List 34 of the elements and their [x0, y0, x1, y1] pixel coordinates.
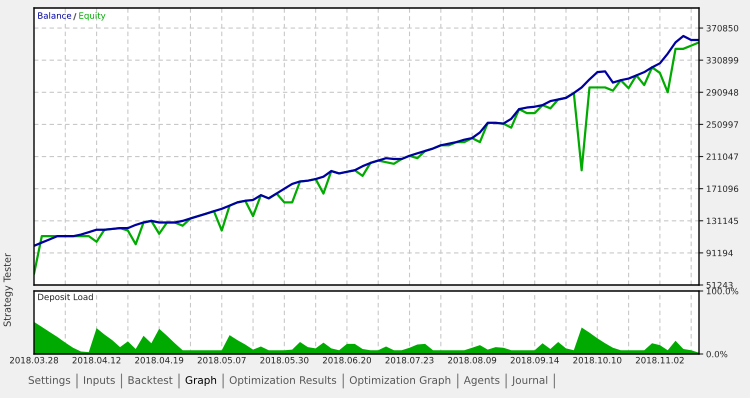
text: Balance [38, 12, 72, 19]
x-tick-label: 2018.05.30 [260, 356, 308, 364]
text: Graph [186, 376, 216, 386]
text: Optimization Results [230, 376, 336, 386]
x-tick-label: 2018.06.20 [322, 356, 372, 364]
text: Journal [512, 376, 548, 386]
y-tick-label: 91194 [706, 250, 733, 256]
y-tick-label: 250997 [706, 121, 738, 128]
text: Optimization Graph [350, 376, 450, 386]
text: Settings [28, 376, 70, 386]
text: Strategy Tester [3, 253, 13, 326]
x-tick-label: 2018.04.12 [72, 356, 120, 364]
x-tick-label: 2018.08.09 [448, 356, 496, 364]
text: Agents [464, 376, 500, 386]
y-tick-label: 290948 [706, 89, 738, 96]
y-tick-label: 100.0% [706, 288, 738, 294]
text: Equity [79, 12, 106, 20]
y-tick-label: 171096 [706, 186, 738, 192]
x-tick-label: 2018.11.02 [636, 356, 684, 364]
y-tick-label: 370850 [706, 24, 738, 32]
chart-title: Deposit Load [38, 294, 93, 302]
y-tick-label: 131145 [706, 218, 738, 224]
y-tick-label: 51243 [706, 282, 733, 288]
text: Backtest [128, 376, 173, 384]
x-tick-label: 2018.10.10 [573, 356, 622, 364]
text: Inputs [84, 376, 115, 386]
y-tick-label: 330899 [706, 57, 738, 64]
x-tick-label: 2018.03.28 [10, 356, 58, 364]
y-tick-label: 0.0% [706, 350, 728, 358]
x-tick-label: 2018.04.19 [135, 356, 184, 364]
y-tick-label: 211047 [706, 153, 738, 160]
x-tick-label: 2018.09.14 [510, 356, 559, 364]
x-tick-label: 2018.07.23 [386, 356, 434, 364]
x-tick-label: 2018.05.07 [198, 356, 246, 364]
